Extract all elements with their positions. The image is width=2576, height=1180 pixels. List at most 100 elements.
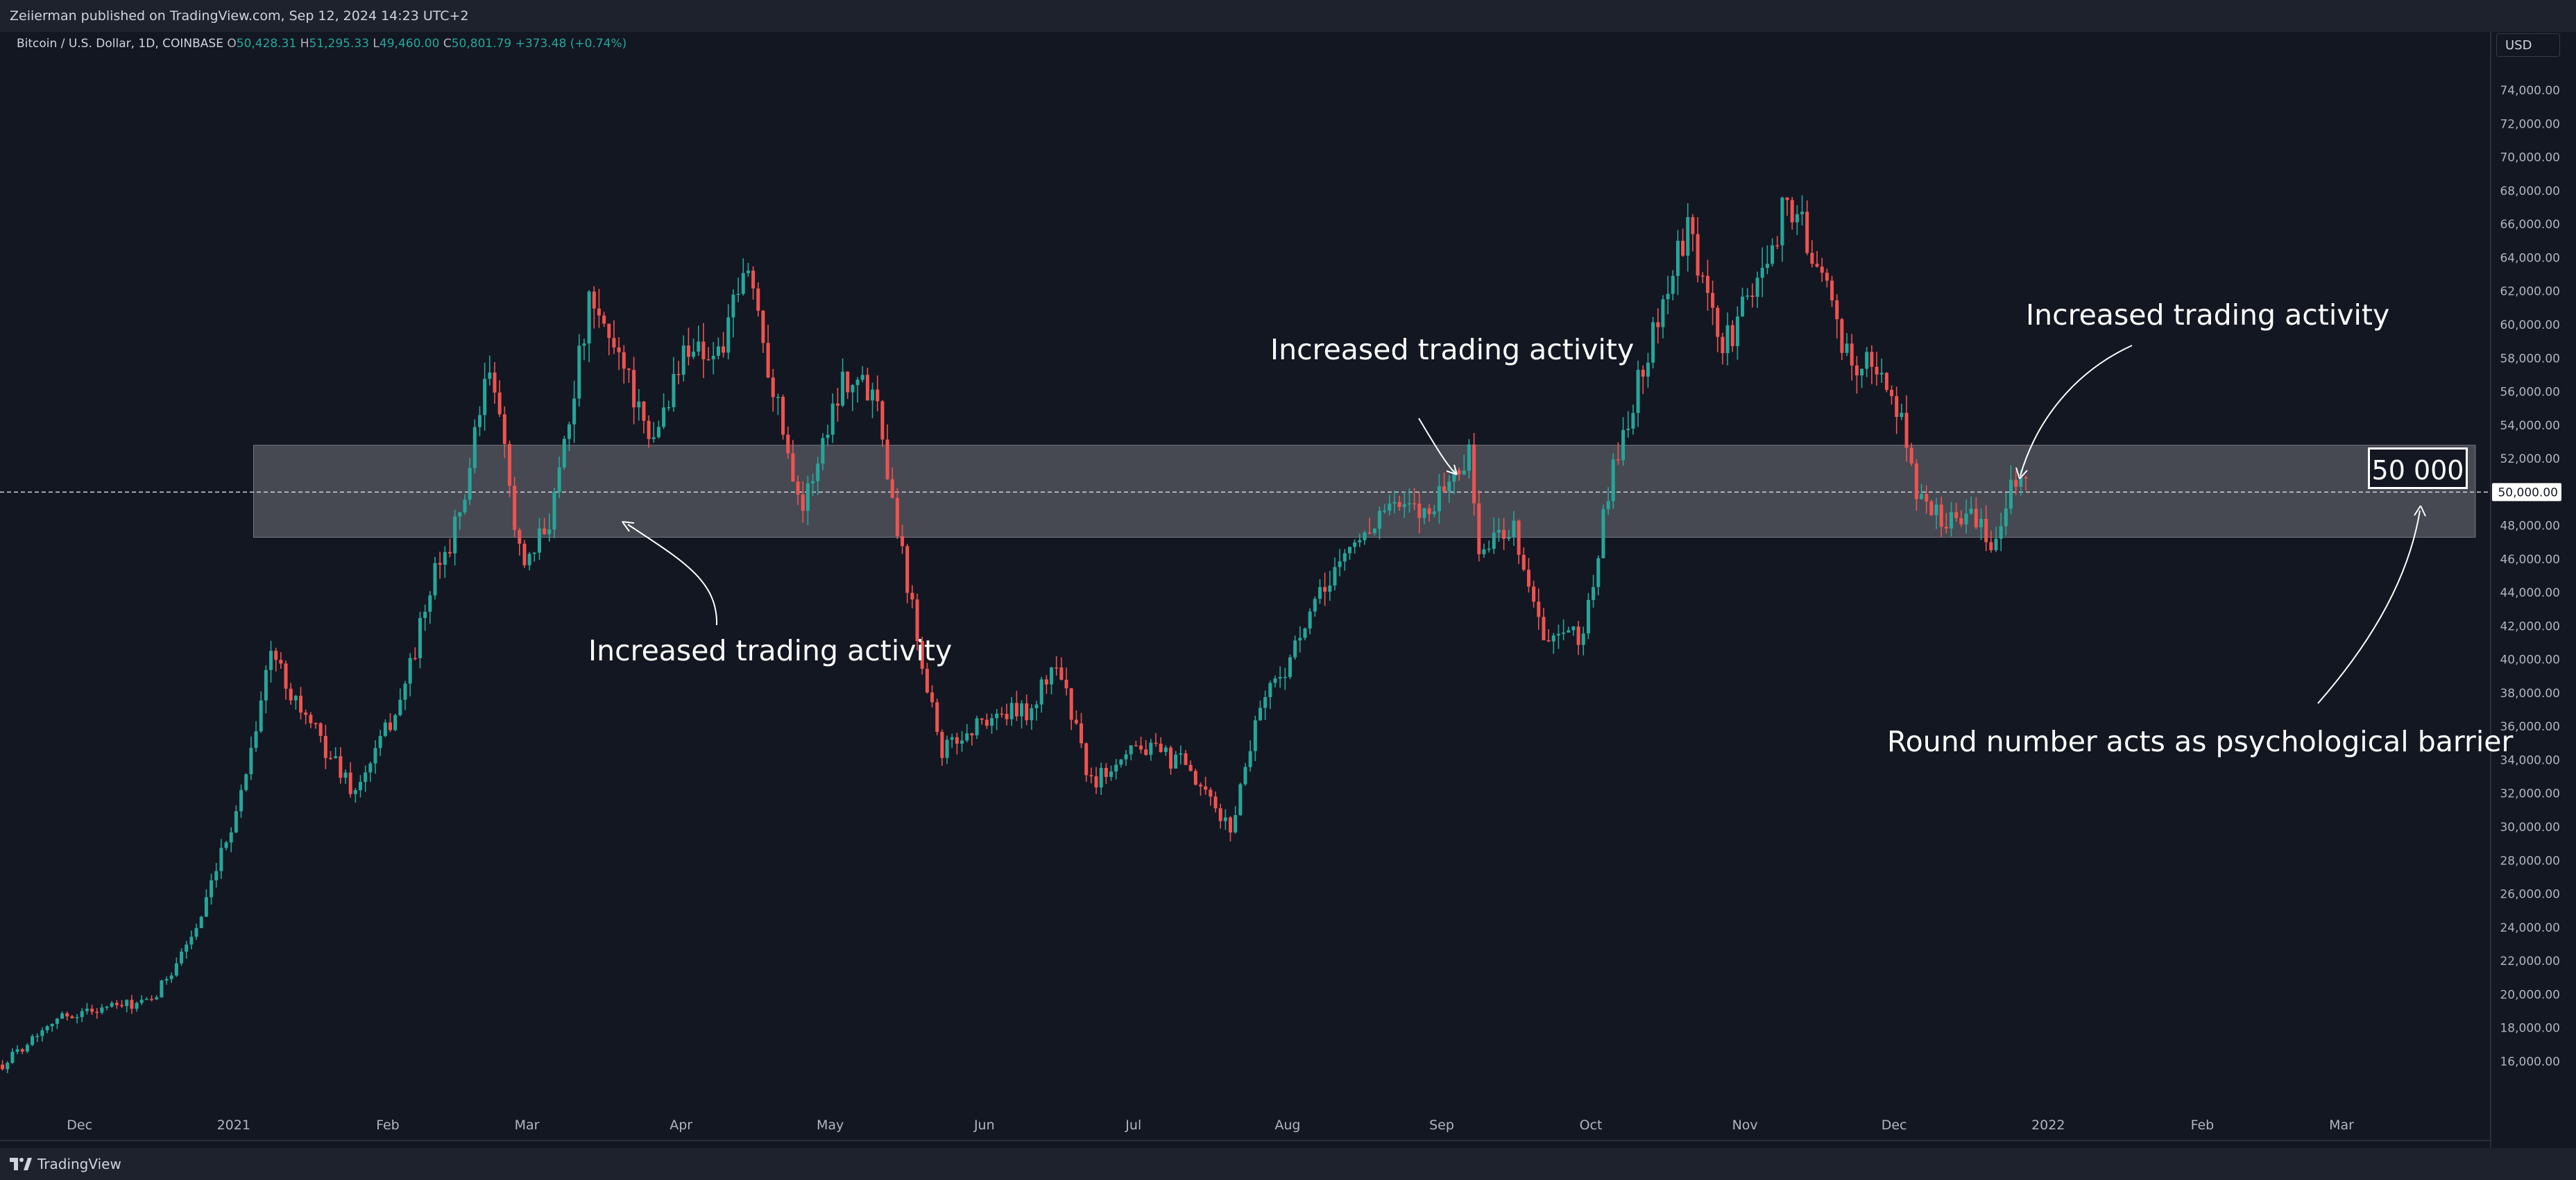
candle-body [975, 718, 979, 736]
candle-body [711, 355, 715, 359]
candle-body [1447, 481, 1451, 492]
price-tick-label: 62,000.00 [2500, 285, 2560, 299]
candle-body [826, 434, 830, 438]
candle-body [130, 1000, 134, 1009]
price-chart[interactable]: 16,000.00 18,000.00 20,000.00 22,000.00 24,0… [0, 32, 2576, 1148]
candle-body [1830, 280, 1834, 300]
candle-body [423, 611, 427, 618]
candle-body [1278, 676, 1282, 678]
candle-body [1347, 547, 1351, 554]
candle-body [1771, 245, 1775, 264]
time-tick-label: 2022 [2031, 1118, 2065, 1133]
candle-body [1721, 336, 1725, 354]
current-price-tag [2492, 483, 2561, 502]
candle-body [1188, 764, 1193, 771]
candle-body [2019, 477, 2023, 487]
candle-body [2009, 479, 2013, 509]
candle-body [697, 341, 701, 352]
candle-body [447, 551, 452, 554]
candle-body [905, 546, 910, 593]
candle-body [950, 737, 954, 740]
candle-body [577, 345, 581, 399]
annotation-left: Increased trading activity [588, 634, 953, 667]
open-label: O [227, 37, 237, 51]
candle-body [756, 288, 760, 311]
candle-body [85, 1009, 89, 1011]
candle-body [493, 373, 497, 393]
candle-body [254, 731, 258, 749]
candle-body [1611, 459, 1615, 502]
arrow-left [627, 524, 718, 626]
candle-body [1790, 200, 1794, 223]
candle-body [1209, 789, 1213, 797]
candle-body [880, 401, 885, 440]
candle-body [1730, 325, 1734, 346]
time-tick-label: Mar [515, 1118, 540, 1133]
candle-body [935, 702, 939, 732]
candle-body [692, 351, 696, 357]
candle-body [1034, 704, 1039, 708]
candle-body [1537, 601, 1541, 617]
candle-body [120, 1004, 124, 1007]
price-tick-label: 72,000.00 [2500, 117, 2560, 131]
candle-body [274, 651, 278, 660]
candle-body [513, 486, 517, 530]
price-tick-label: 60,000.00 [2500, 318, 2560, 332]
candle-body [706, 359, 710, 361]
price-tick-label: 64,000.00 [2500, 251, 2560, 265]
candle-body [736, 293, 740, 296]
candle-body [348, 772, 352, 794]
candle-body [1502, 529, 1506, 539]
candle-body [55, 1018, 59, 1024]
candle-body [751, 271, 756, 289]
candle-body [776, 397, 780, 398]
candle-body [1800, 212, 1805, 214]
candle-body [1835, 300, 1839, 320]
currency-selector[interactable]: USD [2496, 33, 2560, 57]
candle-body [865, 375, 869, 401]
arrow-right [2020, 345, 2133, 477]
candle-body [284, 663, 288, 689]
candle-body [1174, 754, 1178, 769]
candle-body [1854, 365, 1859, 376]
candle-body [1825, 273, 1829, 281]
candle-body [160, 980, 164, 998]
candle-body [805, 483, 810, 511]
price-tick-label: 56,000.00 [2500, 386, 2560, 400]
candle-body [811, 481, 815, 484]
candle-body [502, 414, 506, 445]
candle-body [547, 529, 552, 534]
candle-body [746, 271, 750, 273]
candle-body [25, 1045, 29, 1052]
candle-body [468, 468, 472, 500]
candle-body [180, 951, 184, 964]
candle-body [214, 871, 219, 880]
candle-body [1521, 554, 1526, 570]
candle-body [249, 748, 253, 775]
candle-body [1273, 678, 1277, 683]
candle-body [1402, 504, 1406, 507]
candle-body [144, 998, 148, 1000]
candle-body [1253, 720, 1257, 751]
candle-body [477, 415, 481, 427]
candle-body [1427, 508, 1431, 515]
candle-body [617, 347, 621, 352]
candle-body [373, 748, 377, 764]
tradingview-logo[interactable]: TradingView [10, 1156, 121, 1172]
candle-body [1492, 532, 1496, 549]
candle-body [438, 563, 442, 565]
candle-body [1666, 293, 1670, 300]
open-value: 50,428.31 [236, 37, 297, 51]
price-tick-label: 30,000.00 [2500, 821, 2560, 835]
candle-body [1925, 494, 1929, 502]
candle-body [1845, 343, 1849, 353]
candle-body [1218, 808, 1222, 821]
candle-body [1974, 508, 1978, 528]
candle-body [1184, 753, 1188, 765]
footer-bar: TradingView [0, 1148, 2576, 1180]
candle-body [339, 756, 343, 778]
candle-body [637, 401, 641, 408]
candle-body [2024, 477, 2028, 479]
candles-layer [1, 195, 2028, 1074]
candle-body [40, 1030, 44, 1036]
